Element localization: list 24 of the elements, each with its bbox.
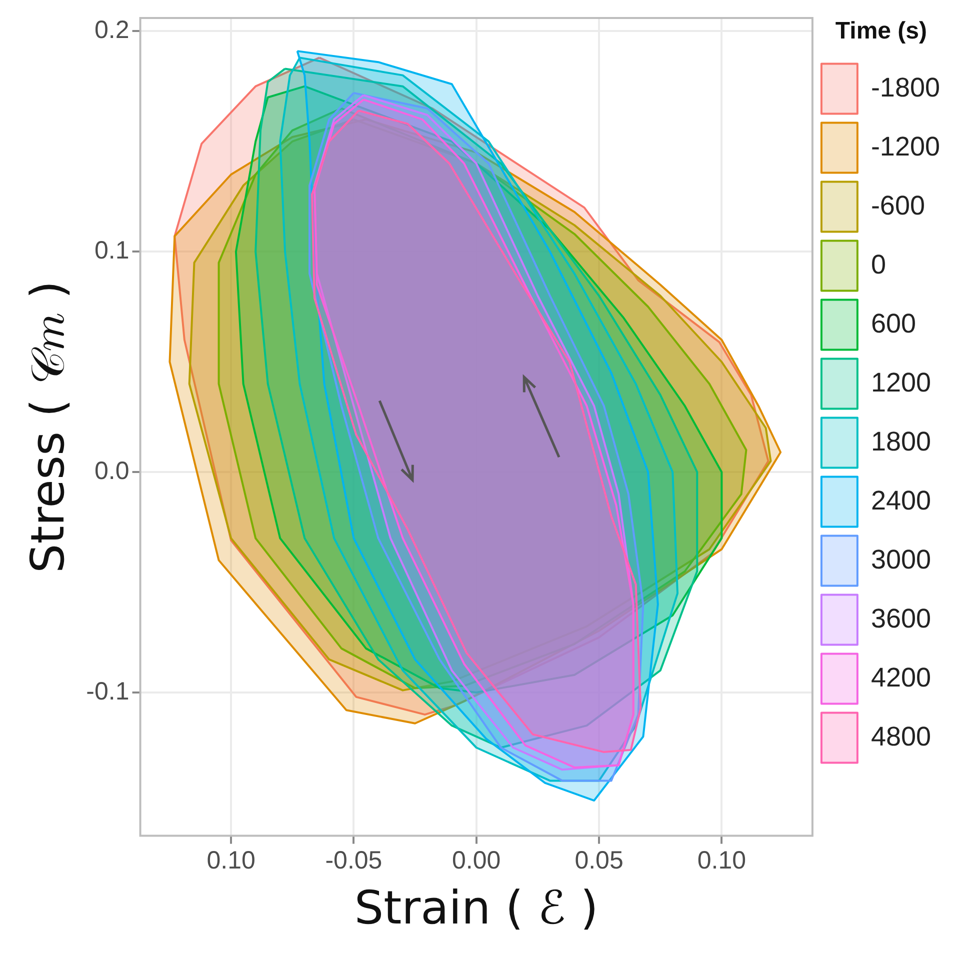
legend-label: 0 (870, 249, 886, 280)
legend-label: -1200 (870, 131, 940, 162)
legend-label: 4800 (870, 721, 932, 752)
y-tick-label: 0.2 (94, 16, 130, 44)
legend-label: -1800 (870, 72, 940, 102)
legend-title: Time (s) (835, 18, 928, 45)
y-tick-label: -0.1 (86, 677, 130, 706)
legend-label: 600 (870, 308, 916, 338)
y-axis-title: Stress ( 𝒞𝑚 ) (20, 280, 75, 573)
x-tick-label: -0.05 (325, 846, 382, 875)
legend-label: 3600 (870, 603, 932, 634)
y-tick-label: 0.0 (94, 456, 130, 485)
legend-label: -600 (870, 190, 925, 220)
x-tick-label: 0.05 (574, 846, 624, 875)
y-tick-label: 0.1 (94, 236, 130, 265)
x-tick-label: 0.10 (697, 846, 746, 875)
x-tick-label: 0.10 (206, 846, 256, 875)
x-tick-label: 0.00 (452, 846, 501, 875)
legend-label: 1800 (870, 426, 932, 456)
x-axis-title: Strain ( ℰ ) (354, 880, 598, 934)
legend-label: 3000 (870, 544, 932, 574)
legend-label: 1200 (870, 367, 932, 398)
legend-label: 2400 (870, 485, 932, 516)
legend-label: 4200 (870, 662, 932, 692)
